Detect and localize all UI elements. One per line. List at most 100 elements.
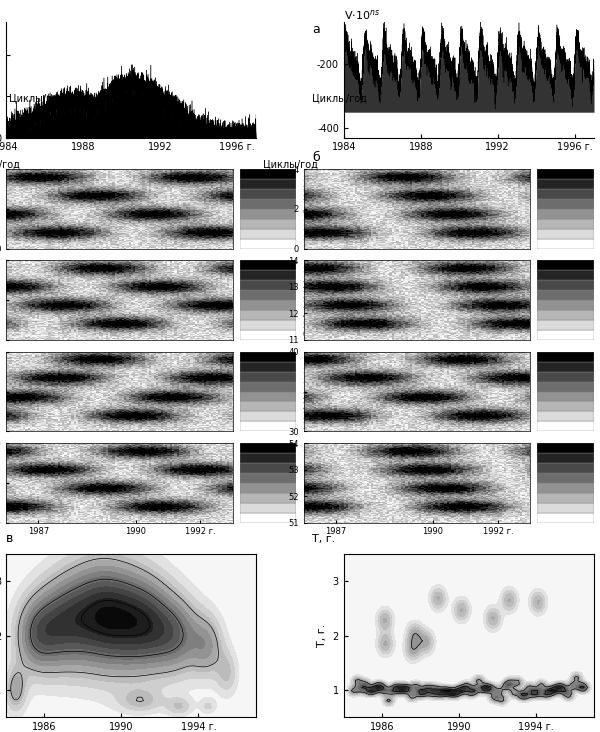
Bar [538,228,594,239]
Bar [538,209,594,219]
Text: 1.45: 1.45 [302,372,319,381]
Text: Циклы/год: Циклы/год [0,160,20,170]
Bar [538,372,594,381]
Bar [538,392,594,401]
Bar [538,169,594,179]
Text: .850: .850 [302,503,319,512]
Bar [538,381,594,392]
Text: б: б [312,151,320,164]
Bar [240,411,296,422]
Bar [240,330,296,340]
Bar [240,392,296,401]
Text: 5.75: 5.75 [302,190,319,198]
Bar [240,401,296,411]
Bar [240,362,296,372]
Text: 3.32: 3.32 [302,412,319,421]
Bar [240,291,296,300]
Bar [240,443,296,453]
Bar [240,372,296,381]
Text: Циклы/год: Циклы/год [263,160,317,170]
Bar [240,483,296,493]
Text: .489: .489 [302,474,319,482]
Bar [538,362,594,372]
Text: 4.64: 4.64 [302,310,319,320]
Bar [538,310,594,320]
Text: 9.51: 9.51 [302,209,319,218]
Text: .820: .820 [302,261,319,270]
Bar [538,199,594,209]
Text: .730: .730 [302,493,319,502]
Bar [240,228,296,239]
Text: в: в [6,531,13,545]
Text: 11.4: 11.4 [302,220,319,228]
Bar [538,270,594,280]
Bar [240,473,296,483]
Bar [240,320,296,330]
Text: Циклы/год: Циклы/год [312,93,367,103]
Text: 13.3: 13.3 [302,229,319,238]
Text: 7.63: 7.63 [302,199,319,209]
Bar [538,483,594,493]
Text: V$\cdot$10$^{ns}$: V$\cdot$10$^{ns}$ [344,8,380,22]
Bar [240,352,296,362]
Bar [538,300,594,310]
Text: 2.86: 2.86 [302,402,319,411]
Bar [538,512,594,523]
Text: .971: .971 [302,513,319,522]
Bar [240,261,296,270]
Text: .979: .979 [302,362,319,371]
Text: T, г.: T, г. [312,534,335,544]
Y-axis label: T, г.: T, г. [317,624,327,647]
Bar [538,443,594,453]
Bar [240,453,296,463]
Bar [240,199,296,209]
Bar [240,169,296,179]
Bar [240,512,296,523]
Bar [538,473,594,483]
Text: 15.1: 15.1 [302,239,319,248]
Bar [538,493,594,503]
Bar [538,219,594,228]
Bar [240,179,296,189]
Text: .510: .510 [302,352,319,362]
Bar [240,381,296,392]
Bar [538,320,594,330]
Text: .609: .609 [302,483,319,493]
Text: 3.79: 3.79 [302,422,319,431]
Bar [240,189,296,199]
Bar [240,300,296,310]
Bar [240,493,296,503]
Bar [538,179,594,189]
Bar [538,261,594,270]
Bar [240,209,296,219]
Text: 2.39: 2.39 [302,392,319,401]
Bar [538,411,594,422]
Bar [538,503,594,512]
Bar [538,463,594,473]
Text: 5.40: 5.40 [302,321,319,329]
Bar [240,219,296,228]
Text: Циклы/год: Циклы/год [9,93,64,103]
Bar [538,453,594,463]
Bar [538,401,594,411]
Bar [538,330,594,340]
Bar [538,352,594,362]
Text: .368: .368 [302,463,319,472]
Bar [538,422,594,431]
Bar [240,270,296,280]
Bar [538,291,594,300]
Text: 3.87: 3.87 [302,179,319,189]
Bar [538,280,594,291]
Text: 3.87: 3.87 [302,301,319,310]
Text: 1.92: 1.92 [302,382,319,391]
Bar [538,239,594,249]
Bar [240,239,296,249]
Bar [240,310,296,320]
Text: 1.58: 1.58 [302,271,319,280]
Text: .247: .247 [302,454,319,463]
Text: а: а [312,23,320,36]
Text: 1.98: 1.98 [302,170,319,179]
Text: 3.11: 3.11 [302,291,319,299]
Bar [240,463,296,473]
Bar [240,280,296,291]
